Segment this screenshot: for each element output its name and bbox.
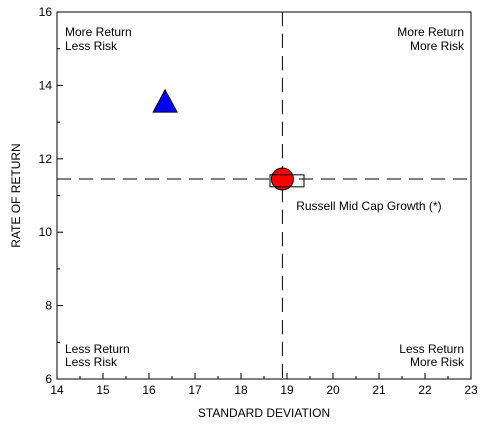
x-axis-ticks: 14 15 16 17 18 19 20 21 22 23 [50, 373, 478, 397]
y-tick-label: 16 [39, 5, 53, 19]
x-tick-label: 16 [142, 383, 156, 397]
x-tick-label: 20 [326, 383, 340, 397]
y-tick-label: 8 [45, 299, 52, 313]
quadrant-label-top-left: More Return Less Risk [65, 25, 132, 53]
quadrant-bottom-right-line-1: Less Return [399, 342, 464, 356]
x-tick-label: 14 [50, 383, 64, 397]
point-rectangle-marker [269, 174, 305, 188]
x-tick-label: 22 [418, 383, 432, 397]
quadrant-label-bottom-left: Less Return Less Risk [65, 342, 130, 369]
x-axis-title: STANDARD DEVIATION [198, 406, 330, 420]
quadrant-label-top-right: More Return More Risk [397, 25, 465, 53]
y-tick-label: 6 [45, 372, 52, 386]
quadrant-bottom-right-line-2: More Risk [410, 355, 465, 369]
quadrant-top-right-line-1: More Return [397, 25, 464, 39]
x-tick-label: 17 [188, 383, 202, 397]
quadrant-top-right-line-2: More Risk [410, 39, 465, 53]
y-tick-label: 10 [39, 225, 53, 239]
point-triangle-marker [152, 88, 178, 113]
y-tick-label: 14 [39, 78, 53, 92]
quadrant-top-left-line-2: Less Risk [65, 39, 118, 53]
y-axis-ticks: 6 8 10 12 14 16 [39, 5, 63, 386]
point-circle-marker [270, 167, 294, 191]
quadrant-label-bottom-right: Less Return More Risk [399, 342, 465, 369]
plot-frame [56, 11, 472, 380]
series-annotation-russell-mid-cap-growth: Russell Mid Cap Growth (*) [296, 199, 441, 213]
x-tick-label: 19 [280, 383, 294, 397]
x-tick-label: 23 [464, 383, 478, 397]
x-tick-label: 18 [234, 383, 248, 397]
y-axis-title: RATE OF RETURN [9, 143, 23, 247]
quadrant-top-left-line-1: More Return [65, 25, 132, 39]
quadrant-bottom-left-line-1: Less Return [65, 342, 130, 356]
quadrant-bottom-left-line-2: Less Risk [65, 355, 118, 369]
x-tick-label: 21 [372, 383, 386, 397]
y-tick-label: 12 [39, 152, 53, 166]
x-tick-label: 15 [96, 383, 110, 397]
data-points [152, 88, 305, 191]
